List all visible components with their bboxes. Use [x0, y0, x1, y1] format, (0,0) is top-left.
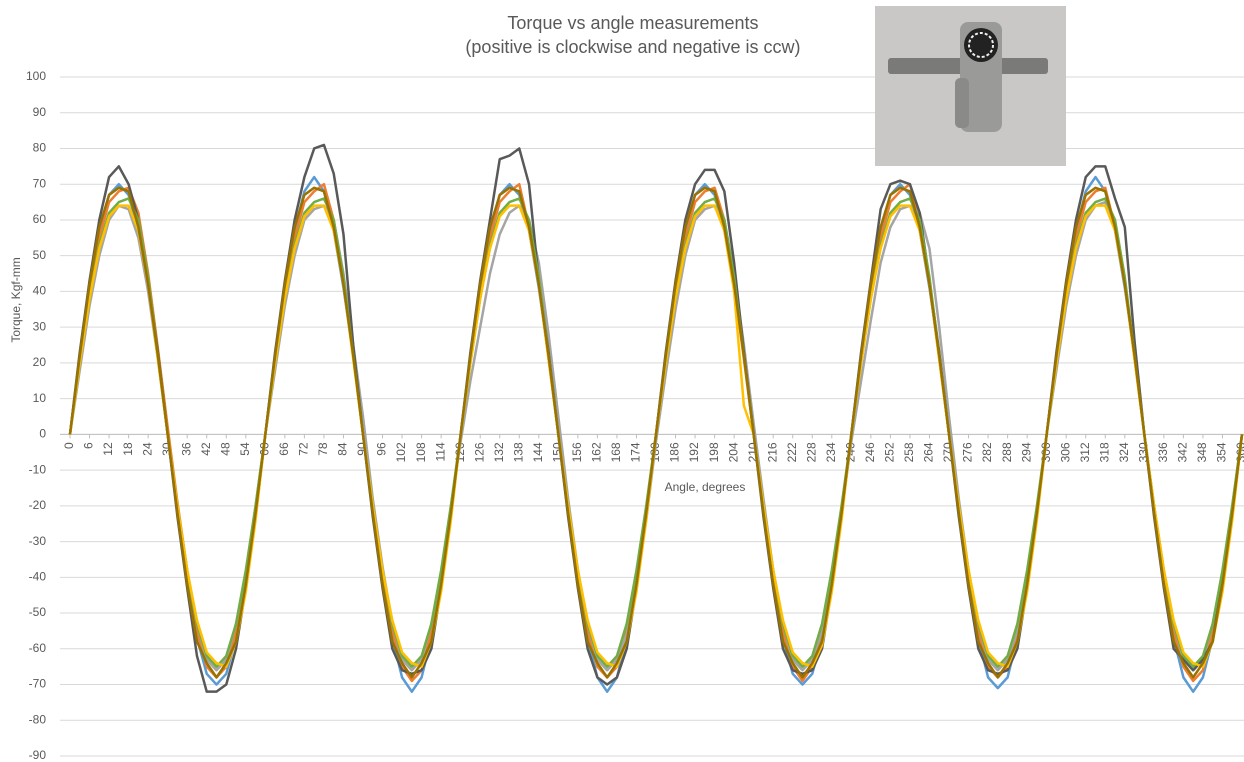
y-tick-label: 60: [33, 212, 47, 226]
x-tick-label: 48: [218, 442, 232, 456]
x-tick-label: 156: [570, 442, 584, 462]
x-tick-label: 78: [316, 442, 330, 456]
x-tick-label: 282: [980, 442, 994, 462]
x-tick-label: 246: [863, 442, 877, 462]
x-tick-label: 228: [804, 442, 818, 462]
x-tick-label: 102: [394, 442, 408, 462]
x-tick-label: 306: [1058, 442, 1072, 462]
x-tick-label: 132: [492, 442, 506, 462]
x-tick-label: 192: [687, 442, 701, 462]
x-axis-label: Angle, degrees: [665, 480, 746, 494]
x-tick-label: 12: [101, 442, 115, 456]
x-tick-label: 324: [1117, 442, 1131, 462]
x-tick-label: 18: [121, 442, 135, 456]
x-tick-label: 144: [531, 442, 545, 462]
y-tick-label: 70: [33, 176, 47, 190]
x-tick-label: 24: [140, 442, 154, 456]
x-tick-label: 84: [336, 442, 350, 456]
x-tick-label: 354: [1215, 442, 1229, 462]
x-tick-label: 336: [1156, 442, 1170, 462]
chart-title: Torque vs angle measurements: [507, 13, 758, 33]
y-axis-label: Torque, Kgf-mm: [9, 257, 23, 342]
x-tick-label: 264: [922, 442, 936, 462]
x-tick-label: 168: [609, 442, 623, 462]
x-tick-label: 54: [238, 442, 252, 456]
series-line: [68, 143, 1244, 693]
x-tick-label: 36: [179, 442, 193, 456]
y-tick-label: -90: [29, 748, 47, 762]
y-tick-label: -10: [29, 462, 47, 476]
grid: -90-80-70-60-50-40-30-20-100102030405060…: [26, 69, 1244, 762]
x-tick-label: 234: [824, 442, 838, 462]
y-tick-label: -80: [29, 712, 47, 726]
x-tick-label: 342: [1176, 442, 1190, 462]
x-tick-label: 318: [1097, 442, 1111, 462]
y-tick-label: 20: [33, 355, 47, 369]
x-tick-label: 288: [1000, 442, 1014, 462]
x-tick-label: 204: [726, 442, 740, 462]
x-tick-label: 198: [707, 442, 721, 462]
y-tick-label: 100: [26, 69, 46, 83]
x-tick-label: 186: [668, 442, 682, 462]
y-tick-label: -30: [29, 534, 47, 548]
x-tick-label: 108: [414, 442, 428, 462]
y-tick-label: -70: [29, 677, 47, 691]
y-tick-label: -50: [29, 605, 47, 619]
x-tick-label: 114: [433, 442, 447, 461]
x-tick-label: 6: [82, 442, 96, 449]
y-tick-label: 10: [33, 391, 47, 405]
x-tick-label: 162: [590, 442, 604, 462]
y-tick-label: 80: [33, 141, 47, 155]
y-tick-label: 90: [33, 105, 47, 119]
x-tick-label: 222: [785, 442, 799, 462]
x-tick-label: 126: [472, 442, 486, 462]
y-tick-label: -40: [29, 569, 47, 583]
x-tick-label: 312: [1078, 442, 1092, 462]
y-tick-label: 40: [33, 284, 47, 298]
y-tick-label: 50: [33, 248, 47, 262]
y-tick-label: 0: [39, 427, 46, 441]
x-tick-label: 0: [62, 442, 76, 449]
photo-inset: [875, 6, 1066, 166]
x-tick-label: 72: [297, 442, 311, 456]
x-tick-label: 138: [511, 442, 525, 462]
lines: [68, 143, 1244, 693]
x-tick-label: 252: [883, 442, 897, 462]
y-tick-label: 30: [33, 319, 47, 333]
x-tick-label: 174: [629, 442, 643, 462]
x-tick-label: 66: [277, 442, 291, 456]
x-tick-label: 258: [902, 442, 916, 462]
x-tick-label: 276: [961, 442, 975, 462]
series-line: [68, 186, 1244, 679]
x-tick-label: 96: [375, 442, 389, 456]
chart-subtitle: (positive is clockwise and negative is c…: [465, 37, 800, 57]
x-tick-label: 216: [765, 442, 779, 462]
y-tick-label: -60: [29, 641, 47, 655]
x-tick-label: 348: [1195, 442, 1209, 462]
x-tick-label: 42: [199, 442, 213, 456]
y-tick-label: -20: [29, 498, 47, 512]
x-tick-label: 294: [1019, 442, 1033, 462]
